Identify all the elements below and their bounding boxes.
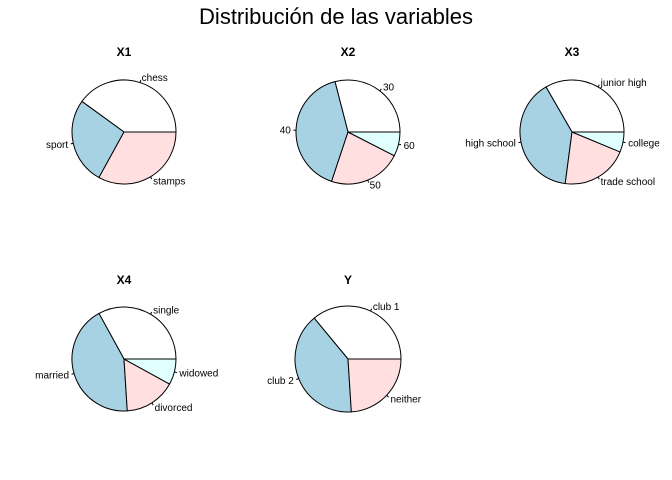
pie-label-tick-x3-high-school [518, 141, 522, 144]
pie-label-x3-trade-school: trade school [601, 177, 655, 188]
pie-label-tick-x1-stamps [150, 176, 153, 180]
pie-label-x4-divorced: divorced [155, 403, 193, 414]
pie-label-x3-college: college [628, 139, 660, 150]
pie-title-x3: X3 [565, 45, 580, 59]
pie-slice-x2-50 [330, 131, 395, 185]
pie-label-y-neither: neither [391, 394, 422, 405]
pie-slice-y-club-1 [313, 305, 402, 360]
pie-title-x2: X2 [341, 45, 356, 59]
pie-label-x3-high-school: high school [465, 139, 516, 150]
pie-label-tick-x4-widowed [174, 371, 178, 374]
pie-label-y-club-1: club 1 [373, 302, 400, 313]
pie-label-x1-chess: chess [142, 73, 168, 84]
pie-label-x2-60: 60 [404, 141, 416, 152]
pie-title-x4: X4 [117, 273, 132, 287]
pie-label-x1-sport: sport [46, 140, 68, 151]
pie-label-tick-y-club-2 [296, 378, 299, 380]
pie-panel-x1: X1 chess sport stamps [46, 45, 185, 188]
pie-slice-x2-30 [334, 79, 401, 133]
pie-title-y: Y [344, 273, 352, 287]
pie-slice-x2-60 [347, 131, 401, 157]
pie-slice-x1-sport [71, 100, 125, 179]
pie-label-x4-single: single [153, 305, 180, 316]
pie-label-tick-x2-50 [367, 179, 370, 183]
pie-panel-x2: X2 30 40 50 60 [280, 45, 415, 191]
figure-title: Distribución de las variables [199, 4, 473, 29]
pie-slice-x4-widowed [123, 358, 177, 385]
pie-label-tick-x2-30 [379, 88, 382, 92]
pie-label-tick-x4-divorced [151, 402, 154, 406]
pie-label-x4-widowed: widowed [178, 369, 218, 380]
pie-panel-x4: X4 single married divorced widowed [35, 273, 218, 414]
pie-label-x2-30: 30 [383, 82, 395, 93]
pie-label-y-club-2: club 2 [267, 376, 294, 387]
pie-label-tick-y-club-1 [370, 308, 373, 312]
pie-label-tick-x3-college [622, 141, 626, 144]
pie-label-tick-x2-60 [398, 143, 402, 146]
pie-label-x3-junior-high: junior high [600, 78, 647, 89]
pie-label-tick-x3-junior-high [597, 84, 600, 88]
pie-slice-x2-40 [295, 81, 349, 182]
pie-label-tick-x1-chess [139, 79, 142, 83]
pie-slice-x4-divorced [123, 358, 171, 412]
pie-slice-x3-junior-high [545, 79, 625, 133]
pie-label-tick-x4-single [150, 311, 153, 315]
pie-panel-y: Y club 1 club 2 neither [267, 273, 422, 413]
pie-label-tick-y-neither [386, 394, 389, 398]
pie-label-x2-50: 50 [370, 180, 382, 191]
pie-label-tick-x4-married [71, 373, 75, 375]
pie-label-x4-married: married [35, 370, 69, 381]
pie-title-x1: X1 [117, 45, 132, 59]
pie-label-x2-40: 40 [280, 126, 292, 137]
pie-label-tick-x1-sport [70, 142, 74, 145]
pie-label-tick-x3-trade-school [597, 176, 600, 180]
pie-panel-x3: X3 junior high high school trade school col… [465, 45, 660, 188]
pie-label-x1-stamps: stamps [153, 177, 185, 188]
